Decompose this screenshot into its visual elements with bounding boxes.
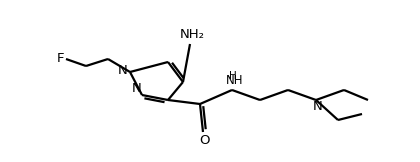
Text: NH₂: NH₂ [179,28,205,40]
Text: N: N [118,64,128,76]
Text: N: N [313,99,323,112]
Text: N: N [132,82,142,96]
Text: NH: NH [226,75,244,87]
Text: F: F [56,52,64,64]
Text: O: O [199,133,209,146]
Text: H: H [229,71,237,81]
